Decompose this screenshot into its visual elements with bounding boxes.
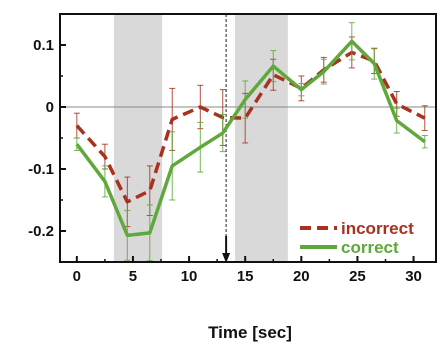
legend-label-correct: correct xyxy=(341,238,399,257)
x-tick-label: 30 xyxy=(405,268,422,285)
series-correct xyxy=(73,22,428,262)
series-layer xyxy=(73,22,428,262)
x-tick-label: 15 xyxy=(237,268,254,285)
y-tick-label: 0.1 xyxy=(33,37,54,54)
x-tick-label: 0 xyxy=(73,268,81,285)
x-axis-title: Time [sec] xyxy=(208,323,292,342)
correct-line xyxy=(75,39,426,238)
x-tick-label: 10 xyxy=(181,268,198,285)
x-tick-label: 25 xyxy=(349,268,366,285)
y-axis: 0.1 0 -0.1 -0.2 xyxy=(28,37,66,240)
shaded-regions xyxy=(113,14,288,262)
y-tick-label: -0.2 xyxy=(28,223,54,240)
y-tick-label: -0.1 xyxy=(28,161,54,178)
x-tick-label: 5 xyxy=(129,268,137,285)
x-axis: 0 5 10 15 20 25 30 xyxy=(73,256,422,285)
event-arrow-icon xyxy=(222,253,231,263)
shaded-interval-2 xyxy=(235,14,288,262)
legend-label-incorrect: incorrect xyxy=(341,219,414,238)
y-tick-label: 0 xyxy=(46,99,54,116)
x-tick-label: 20 xyxy=(293,268,310,285)
